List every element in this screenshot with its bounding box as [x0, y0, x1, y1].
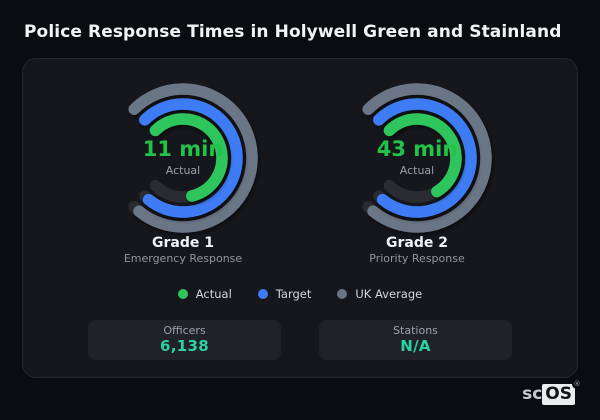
- logo-os-badge: OS ®: [542, 379, 582, 405]
- legend-dot-uk-average-icon: [337, 289, 348, 299]
- gauge-grade-1: 11 min Actual Grade 1 Emergency Response: [98, 73, 268, 265]
- legend-item-actual[interactable]: Actual: [177, 287, 232, 301]
- legend-item-uk-average[interactable]: UK Average: [337, 287, 422, 301]
- logo-sc-text: sc: [522, 384, 543, 404]
- gauge-grade-2: 43 min Actual Grade 2 Priority Response: [332, 73, 502, 265]
- radial-gauge-grade-1: [128, 83, 258, 233]
- stat-box-officers: Officers 6,138: [88, 320, 281, 360]
- legend-item-target[interactable]: Target: [257, 287, 312, 301]
- registered-trademark-icon: ®: [572, 379, 582, 389]
- legend-dot-target-icon: [257, 289, 268, 299]
- chart-legend: Actual Target UK Average: [23, 287, 577, 301]
- legend-label-actual: Actual: [195, 287, 232, 301]
- stat-stations-value: N/A: [400, 337, 431, 355]
- gauge-grade-2-chart: 43 min Actual: [332, 73, 502, 243]
- gauge-row: 11 min Actual Grade 1 Emergency Response…: [23, 73, 577, 265]
- legend-label-target: Target: [275, 287, 312, 301]
- gauge-grade-2-subtitle: Priority Response: [369, 252, 465, 265]
- legend-dot-actual-icon: [177, 289, 188, 299]
- stat-stations-label: Stations: [393, 324, 438, 337]
- logo-os-text: OS: [545, 384, 572, 404]
- gauge-grade-1-title: Grade 1: [152, 235, 214, 251]
- gauge-grade-2-title: Grade 2: [386, 235, 448, 251]
- stat-officers-value: 6,138: [160, 337, 209, 355]
- legend-label-uk-average: UK Average: [355, 287, 423, 301]
- gauge-grade-1-chart: 11 min Actual: [98, 73, 268, 243]
- gauge-grade-1-subtitle: Emergency Response: [123, 252, 243, 265]
- stat-officers-label: Officers: [163, 324, 206, 337]
- stat-box-stations: Stations N/A: [319, 320, 512, 360]
- scos-logo: sc OS ®: [522, 379, 582, 405]
- stats-row: Officers 6,138 Stations N/A: [23, 320, 577, 360]
- response-times-card: 11 min Actual Grade 1 Emergency Response…: [22, 58, 578, 378]
- page-title: Police Response Times in Holywell Green …: [24, 22, 562, 42]
- radial-gauge-grade-2: [362, 83, 492, 233]
